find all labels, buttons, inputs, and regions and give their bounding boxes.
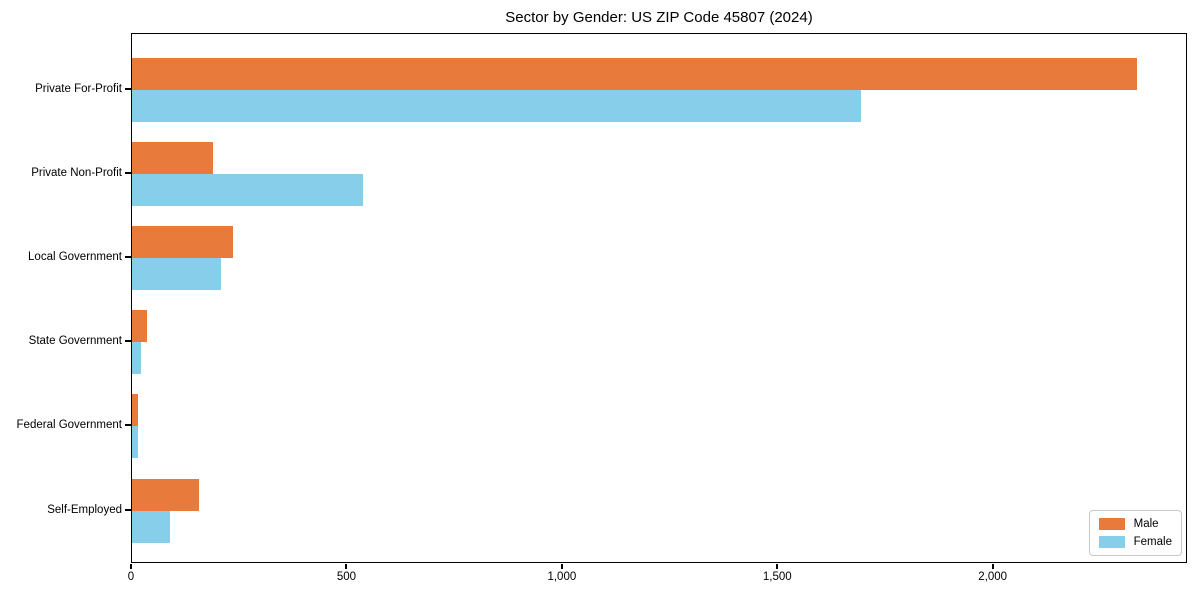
bar-male-3: [132, 310, 147, 343]
bar-female-2: [132, 257, 222, 290]
bars-layer: [132, 34, 1186, 562]
female-color-swatch: [1098, 536, 1125, 548]
y-axis-label: Private Non-Profit: [31, 166, 122, 179]
legend-item-female: Female: [1098, 536, 1172, 548]
y-axis-label: Federal Government: [16, 419, 122, 432]
x-tick-mark: [345, 564, 348, 569]
x-tick-label: 2,000: [978, 571, 1008, 583]
x-tick-label: 0: [127, 571, 135, 583]
x-tick-mark: [776, 564, 779, 569]
x-tick-mark: [130, 564, 132, 569]
y-tick-mark: [125, 171, 131, 174]
x-tick-label: 1,000: [547, 571, 577, 583]
chart-title: Sector by Gender: US ZIP Code 45807 (202…: [505, 9, 813, 26]
bar-male-4: [132, 394, 138, 427]
y-axis-label: State Government: [28, 335, 122, 348]
bar-male-0: [132, 57, 1138, 90]
bar-female-4: [132, 426, 139, 459]
legend-label-female: Female: [1133, 536, 1172, 548]
y-axis-label: Private For-Profit: [35, 82, 122, 95]
x-tick-mark: [560, 564, 563, 569]
y-tick-mark: [125, 508, 131, 511]
bar-female-0: [132, 89, 862, 122]
bar-male-1: [132, 141, 213, 174]
bar-male-2: [132, 225, 234, 258]
plot-area: Male Female: [131, 33, 1187, 563]
y-tick-mark: [125, 255, 131, 258]
legend-label-male: Male: [1133, 518, 1159, 530]
legend-item-male: Male: [1098, 518, 1172, 530]
y-axis-label: Self-Employed: [47, 503, 122, 516]
bar-male-5: [132, 478, 200, 511]
bar-female-5: [132, 510, 170, 543]
y-tick-mark: [125, 340, 131, 343]
male-color-swatch: [1098, 518, 1125, 530]
bar-female-1: [132, 173, 363, 206]
x-tick-label: 500: [336, 571, 357, 583]
y-axis-label: Local Government: [28, 250, 122, 263]
y-tick-mark: [125, 87, 131, 90]
legend: Male Female: [1088, 510, 1182, 556]
x-tick-mark: [991, 564, 994, 569]
y-tick-mark: [125, 424, 131, 427]
x-tick-label: 1,500: [762, 571, 792, 583]
bar-female-3: [132, 342, 142, 375]
